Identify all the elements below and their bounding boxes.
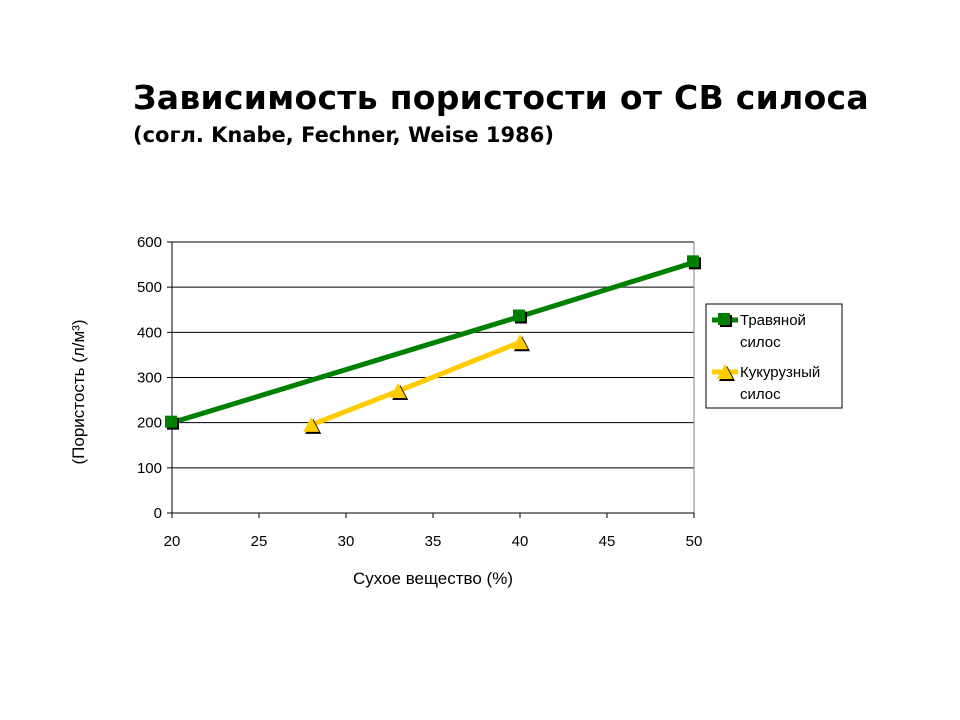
x-axis-label: Сухое вещество (%) bbox=[353, 569, 513, 588]
x-tick-label: 20 bbox=[164, 533, 181, 550]
data-point-0-0 bbox=[165, 415, 179, 430]
marker-fill bbox=[717, 364, 733, 379]
data-point-0-1 bbox=[513, 309, 527, 324]
legend-label: силос bbox=[740, 334, 781, 351]
y-tick-label: 100 bbox=[137, 460, 162, 477]
marker-fill bbox=[165, 415, 177, 428]
marker-fill bbox=[513, 309, 525, 322]
chart-subtitle: (согл. Knabe, Fechner, Weise 1986) bbox=[133, 123, 554, 147]
marker-fill bbox=[512, 334, 528, 350]
y-tick-label: 200 bbox=[137, 415, 162, 432]
legend-marker-1 bbox=[717, 364, 735, 381]
legend-label: силос bbox=[740, 386, 781, 403]
marker-fill bbox=[718, 313, 730, 325]
data-point-1-0 bbox=[303, 416, 322, 434]
marker-fill bbox=[390, 383, 407, 399]
y-tick-label: 400 bbox=[137, 324, 162, 341]
x-tick-label: 50 bbox=[686, 533, 703, 550]
y-tick-label: 0 bbox=[154, 505, 162, 522]
data-point-1-1 bbox=[390, 383, 409, 401]
legend: Травяной силос Кукурузный силос bbox=[705, 303, 843, 409]
y-tick-label: 300 bbox=[137, 370, 162, 387]
y-tick-labels: 0 100 200 300 400 500 600 bbox=[137, 234, 162, 522]
marker-fill bbox=[303, 416, 320, 432]
x-tick-label: 35 bbox=[425, 533, 442, 550]
y-tick-label: 600 bbox=[137, 234, 162, 251]
legend-marker-0 bbox=[718, 313, 732, 327]
y-tick-label: 500 bbox=[137, 279, 162, 296]
chart-title: Зависимость пористости от СВ силоса bbox=[133, 78, 869, 117]
legend-label: Травяной bbox=[740, 312, 806, 329]
x-tick-label: 45 bbox=[599, 533, 616, 550]
x-tick-label: 40 bbox=[512, 533, 529, 550]
y-axis-label: (Пористость (л/м³) bbox=[69, 319, 88, 464]
data-point-1-2 bbox=[512, 334, 530, 352]
x-tick-labels: 20 25 30 35 40 45 50 bbox=[164, 533, 703, 550]
title-block: Зависимость пористости от СВ силоса (сог… bbox=[133, 78, 869, 147]
data-series bbox=[165, 255, 701, 434]
legend-label: Кукурузный bbox=[740, 364, 820, 381]
marker-fill bbox=[687, 255, 699, 268]
data-point-0-2 bbox=[687, 255, 701, 270]
x-tick-label: 25 bbox=[251, 533, 268, 550]
x-tick-label: 30 bbox=[338, 533, 355, 550]
